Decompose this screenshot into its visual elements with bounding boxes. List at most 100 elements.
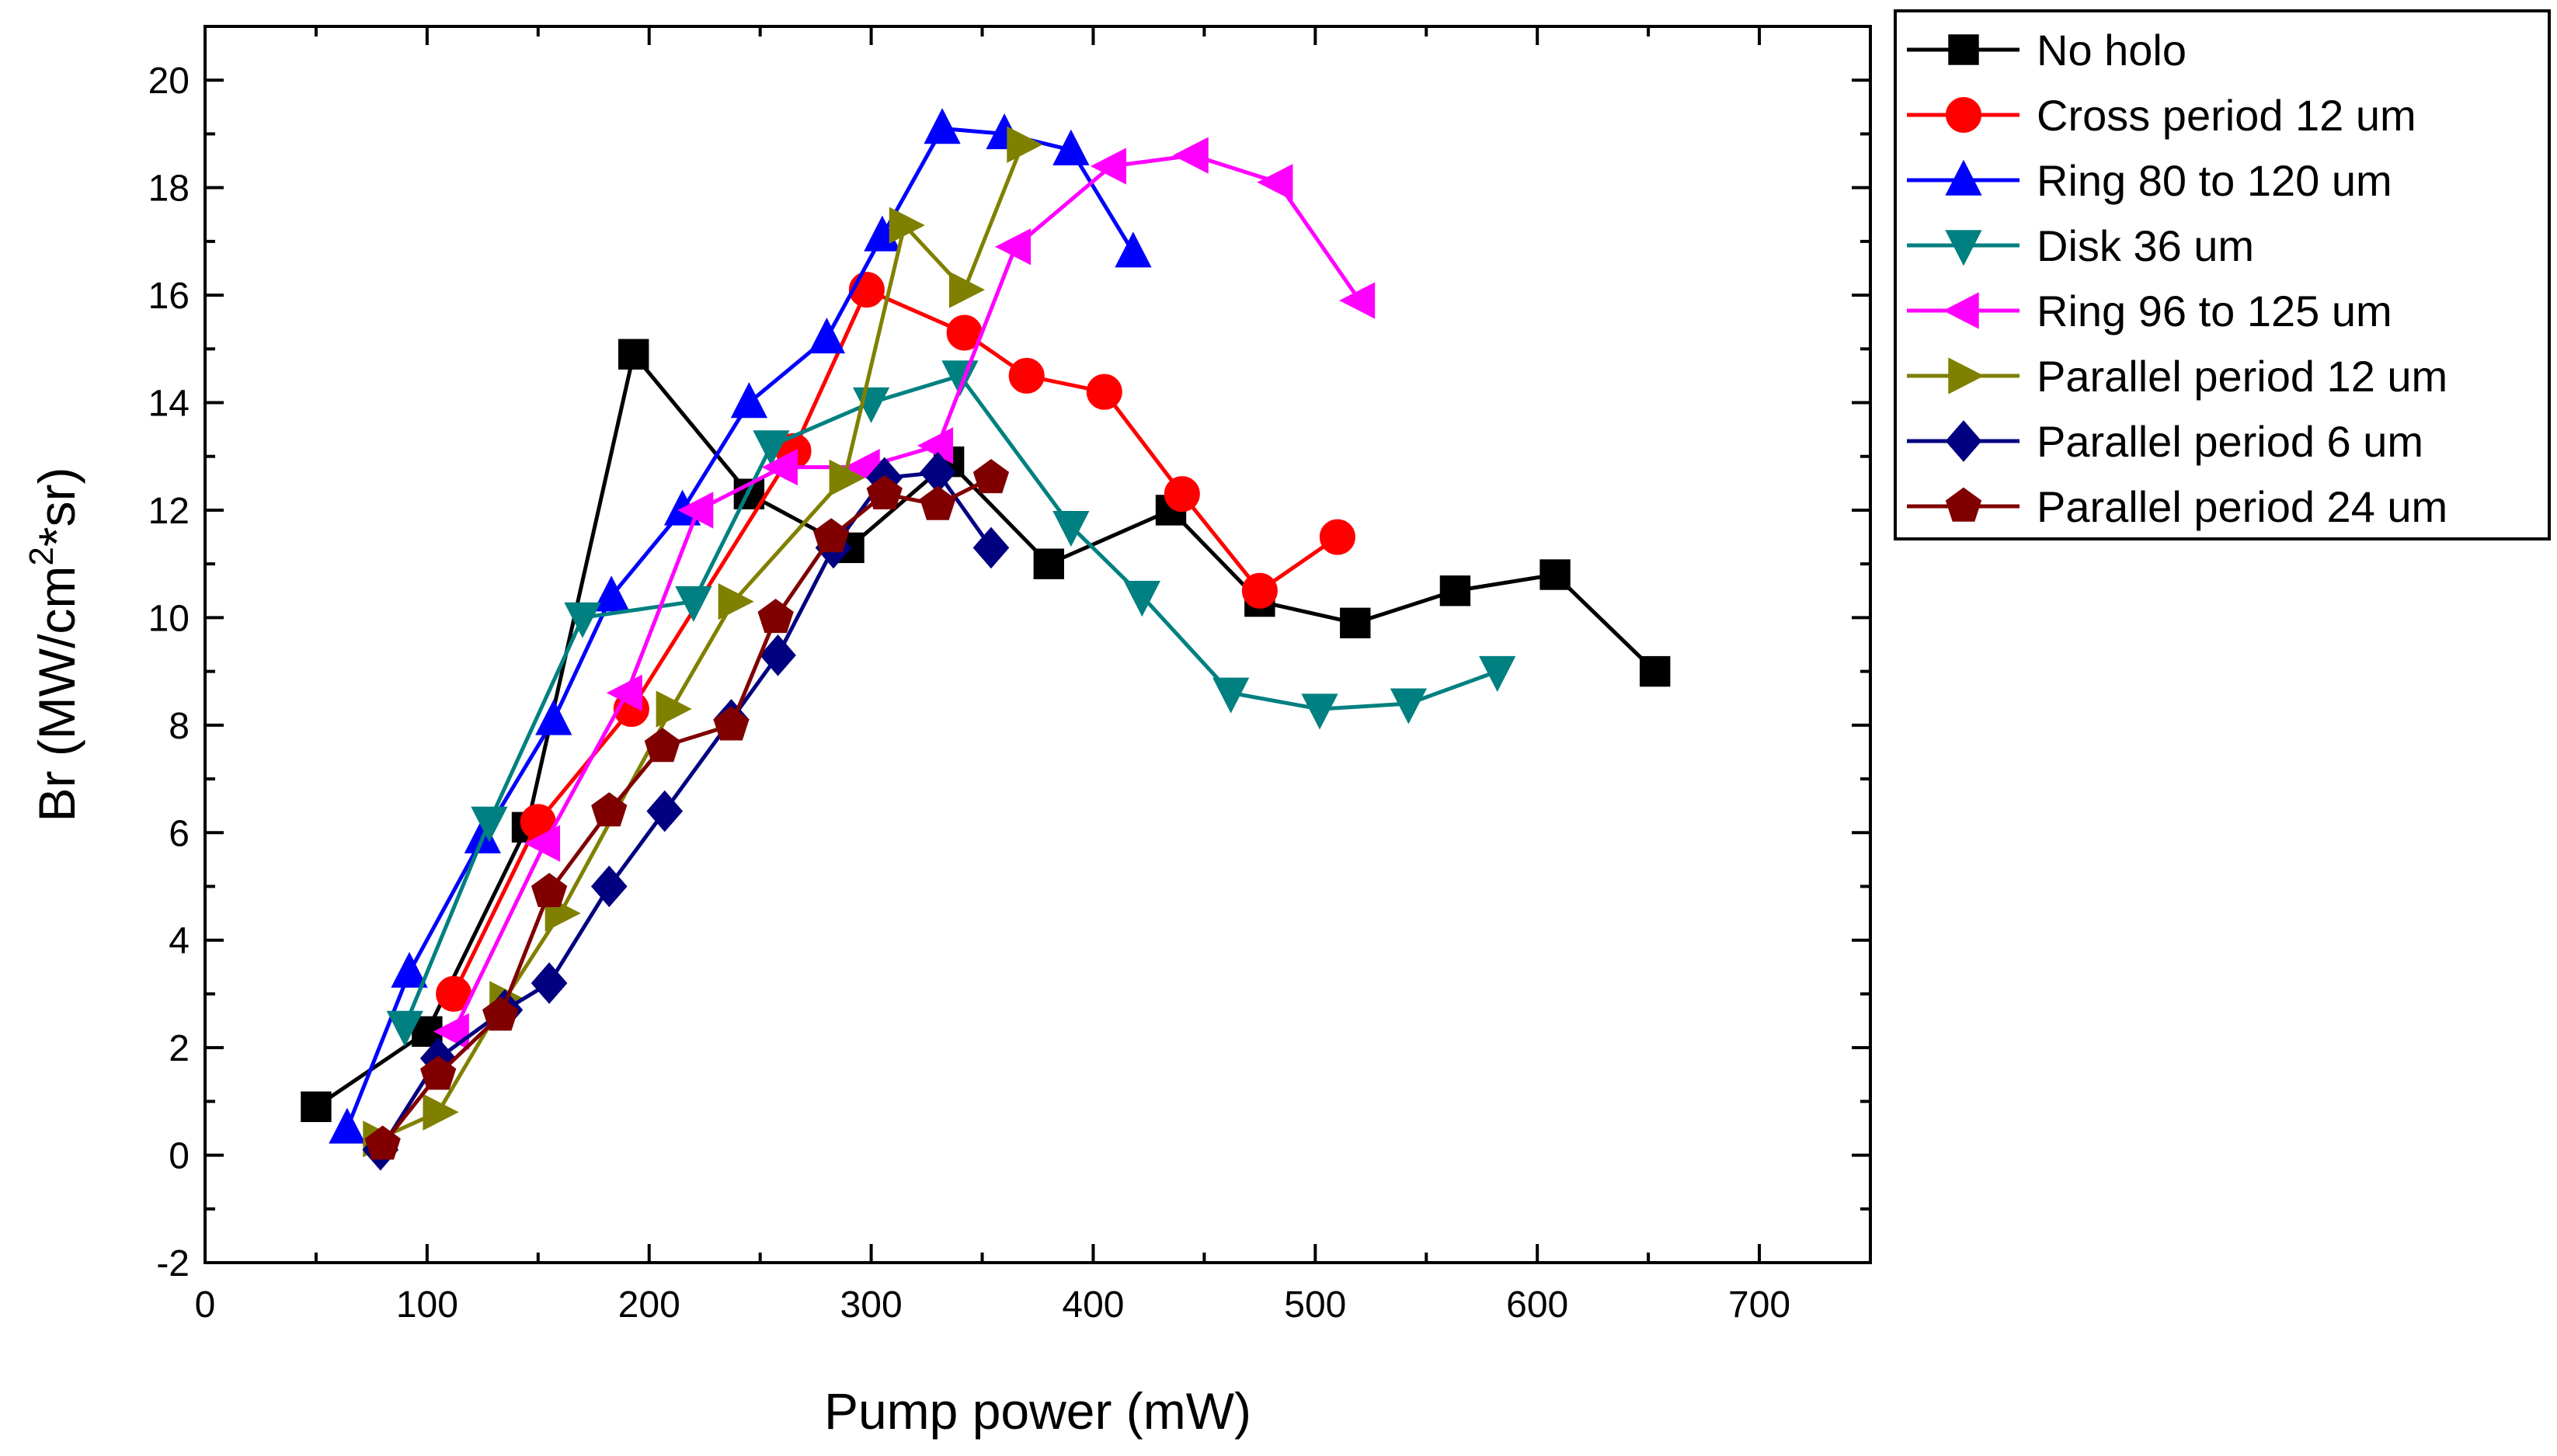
legend-label: Ring 96 to 125 um [2037, 287, 2392, 335]
data-point [677, 492, 714, 529]
data-point [531, 873, 568, 908]
data-point [656, 690, 692, 728]
data-point [1439, 575, 1471, 606]
legend-item: Parallel period 24 um [1907, 482, 2447, 531]
legend-item: Cross period 12 um [1907, 91, 2416, 140]
data-point [590, 865, 628, 908]
y-tick-label: 2 [169, 1028, 190, 1069]
legend-label: Parallel period 24 um [2037, 482, 2447, 531]
series-line [345, 126, 1136, 1129]
data-point [730, 382, 768, 419]
y-tick-label: 14 [148, 384, 190, 425]
data-point [761, 448, 798, 486]
y-axis-title-tail: *sr) [28, 467, 85, 547]
data-point [524, 825, 561, 862]
legend: No holo Cross period 12 um Ring 80 to 120 … [1894, 9, 2551, 540]
data-point [713, 706, 750, 741]
legend-label: No holo [2037, 26, 2186, 75]
data-point [924, 108, 961, 144]
data-point [535, 699, 572, 735]
data-point [866, 474, 903, 509]
data-point [808, 318, 846, 354]
series-line [377, 144, 1025, 1142]
legend-label: Cross period 12 um [2037, 91, 2416, 140]
y-axis-title: Br (MW/cm2*sr) [23, 467, 85, 822]
x-tick-label: 400 [1062, 1284, 1124, 1326]
data-point [920, 485, 956, 520]
legend-label: Disk 36 um [2037, 221, 2254, 270]
data-point [1123, 581, 1160, 617]
legend-marker [1946, 97, 1981, 133]
legend-item: Disk 36 um [1907, 221, 2254, 270]
data-point [329, 1107, 366, 1144]
data-point [757, 599, 794, 634]
y-tick-label: 12 [148, 491, 190, 532]
legend-item: No holo [1907, 26, 2186, 75]
data-point [1164, 476, 1200, 513]
y-tick-label: 0 [169, 1136, 190, 1177]
y-axis-title-sup: 2 [23, 547, 61, 565]
data-point [829, 459, 865, 497]
data-point [948, 271, 986, 308]
series-line [315, 349, 1657, 1109]
legend-item: Ring 80 to 120 um [1907, 156, 2392, 205]
data-point [1033, 548, 1064, 579]
data-point [1086, 374, 1122, 410]
data-point [1172, 137, 1209, 174]
series-layer [301, 108, 1671, 1171]
data-point [1090, 148, 1127, 185]
data-point [1052, 511, 1090, 547]
x-tick-label: 200 [618, 1284, 680, 1326]
legend-item: Parallel period 12 um [1907, 352, 2447, 401]
axes: 0 100 200 300 400 500 600 700-20246810121416182… [148, 25, 1870, 1326]
data-point [471, 806, 508, 843]
y-tick-label: 6 [169, 813, 190, 854]
data-point [391, 951, 428, 988]
data-point [301, 1091, 332, 1122]
legend-marker [1945, 420, 1982, 462]
y-tick-label: 8 [169, 706, 190, 747]
y-tick-label: -2 [156, 1243, 190, 1284]
data-point [1479, 655, 1516, 693]
data-point [760, 634, 796, 676]
data-point [591, 792, 628, 827]
data-point [1241, 572, 1278, 609]
data-point [972, 459, 1010, 494]
legend-frame [1894, 9, 2551, 540]
data-point [1640, 655, 1671, 687]
x-tick-label: 0 [195, 1284, 216, 1326]
y-axis-title-main: Br (MW/cm [28, 566, 85, 822]
data-point [1339, 282, 1376, 319]
legend-marker [1945, 159, 1982, 196]
data-point [889, 207, 925, 244]
data-point [420, 1055, 457, 1090]
data-point [364, 1125, 401, 1160]
legend-item: Parallel period 6 um [1907, 417, 2423, 466]
legend-marker [1943, 292, 1979, 329]
series-line [451, 153, 1362, 1033]
data-point [646, 790, 684, 832]
series-5 [363, 126, 1043, 1158]
data-point [531, 962, 568, 1004]
legend-label: Parallel period 6 um [2037, 417, 2423, 466]
data-point [433, 1013, 469, 1051]
legend-marker [1948, 34, 1979, 65]
legend-marker [1945, 230, 1982, 266]
data-point [1257, 164, 1293, 201]
x-tick-label: 600 [1506, 1284, 1568, 1326]
data-point [1212, 677, 1250, 714]
series-7 [364, 459, 1010, 1160]
data-point [644, 728, 681, 763]
legend-label: Parallel period 12 um [2037, 352, 2447, 401]
x-axis-title: Pump power (mW) [824, 1382, 1251, 1440]
data-point [812, 518, 850, 553]
data-point [618, 339, 649, 370]
data-point [1390, 688, 1428, 725]
y-tick-label: 20 [148, 61, 190, 102]
plot-frame [204, 25, 1872, 1264]
data-point [1008, 357, 1045, 394]
y-tick-label: 10 [148, 598, 190, 639]
data-point [753, 430, 790, 467]
legend-marker [1945, 487, 1982, 522]
x-tick-label: 100 [396, 1284, 458, 1326]
